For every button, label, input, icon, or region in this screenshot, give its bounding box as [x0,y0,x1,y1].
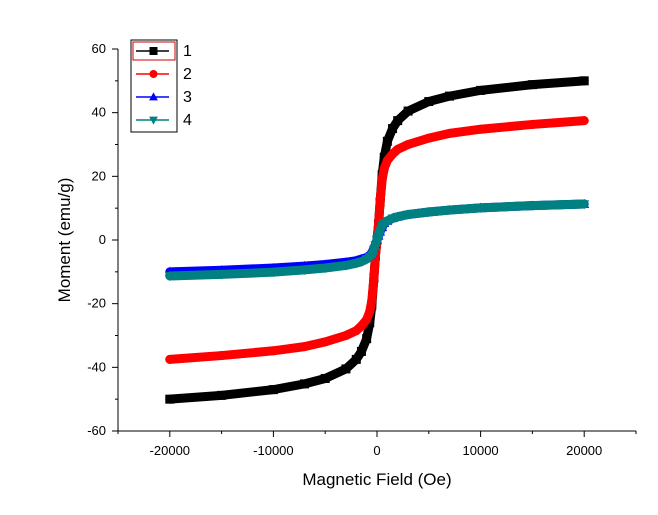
x-tick-label: -10000 [253,443,293,458]
legend-selection-box [132,41,176,61]
series-2-point [365,307,375,317]
y-tick-label: 20 [92,168,106,183]
series-1-point [393,116,403,126]
series-1-point [299,379,309,389]
series-2-point [476,124,486,134]
series-2-point [382,155,392,165]
series-1-point [341,364,351,374]
y-tick-label: 40 [92,105,106,120]
legend-label: 3 [183,89,192,106]
series-4-point [475,204,486,214]
series-2-point [369,273,379,283]
series-2-point [527,119,537,129]
y-tick-label: -40 [87,359,106,374]
series-4-point [356,257,367,267]
series-4-point [216,270,227,280]
series-1-point [527,80,537,90]
series-1-point [476,85,486,95]
series-2-point [268,346,278,356]
series-2-point [165,354,175,364]
series-4-point [579,200,590,210]
series-1-point [268,385,278,395]
series-2-point [375,197,385,207]
series-4-point [392,212,403,222]
series-4-point [299,266,310,276]
y-axis-title: Moment (emu/g) [55,178,74,303]
series-2-point [377,175,387,185]
legend-item-4: 4 [136,112,192,129]
y-tick-label: -20 [87,296,106,311]
series-2-point [424,133,434,143]
series-2-point [356,321,366,331]
series-1-point [445,91,455,101]
series-4-point [403,210,414,220]
series-2-point [217,351,227,361]
series-1-point [165,394,175,404]
x-tick-label: -20000 [150,443,190,458]
legend-item-2: 2 [136,66,192,83]
series-2-point [367,295,377,305]
legend: 1 2 3 4 [130,39,192,133]
series-4-point [382,217,393,227]
series-4-point [527,201,538,211]
legend-label: 2 [183,66,192,83]
series-1-point [356,346,366,356]
x-tick-label: 10000 [463,443,499,458]
series-4-point [444,206,455,216]
x-tick-label: 20000 [566,443,602,458]
y-tick-label: 0 [99,232,106,247]
series-4 [164,199,590,282]
series-2-point [379,163,389,173]
series-2-point [341,331,351,340]
series-4-point [268,268,279,278]
series-1-point [403,106,413,116]
legend-label: 1 [183,43,192,60]
x-tick-label: 0 [373,443,380,458]
legend-marker [149,116,158,125]
series-1-point [217,390,227,400]
legend-label: 4 [183,112,192,129]
series-1-point [579,76,589,86]
series-layer [164,76,590,404]
y-tick-label: -60 [87,423,106,438]
series-2-point [445,128,455,138]
axes-layer: -20000 -10000 0 10000 20000 -60 -40 -20 0 20 40 60 [87,41,637,458]
series-1-point [424,97,434,107]
series-2-point [362,315,372,325]
series-2-point [320,337,330,347]
series-1-point [388,124,398,134]
series-1-point [351,354,361,364]
y-tick-label: 60 [92,41,106,56]
legend-item-1: 1 [132,41,192,61]
series-2-point [299,342,309,352]
series-2-point [393,144,403,154]
series-2-point [579,116,589,126]
series-4-point [320,264,331,274]
series-1-point [382,136,392,146]
series-2-point [403,140,413,149]
series-4-point [164,272,175,282]
x-axis-title: Magnetic Field (Oe) [302,470,451,489]
series-4-point [340,261,351,271]
series-4-point [423,208,434,218]
legend-item-3: 3 [136,89,192,106]
legend-marker [149,70,158,78]
series-1-point [320,373,330,383]
legend-marker [149,92,158,101]
series-1-point [362,334,372,344]
legend-marker [149,47,158,55]
